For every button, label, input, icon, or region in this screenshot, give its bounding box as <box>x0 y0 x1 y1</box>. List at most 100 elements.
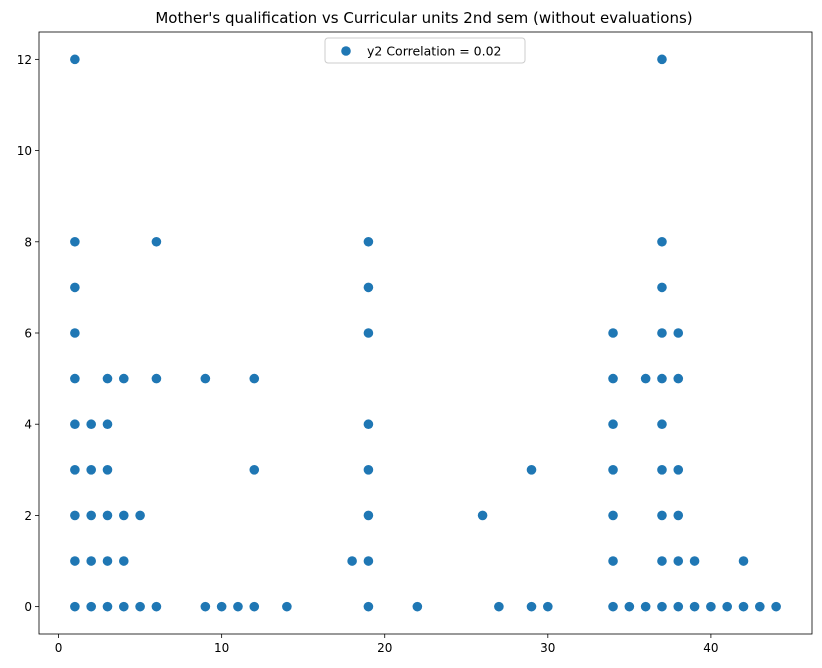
data-point <box>282 601 292 612</box>
legend-marker <box>341 46 351 56</box>
data-point <box>119 556 129 566</box>
x-tick-label: 0 <box>55 641 63 655</box>
data-point <box>657 373 667 384</box>
data-point <box>363 556 374 566</box>
data-point <box>722 601 732 612</box>
data-point <box>673 465 684 475</box>
data-point <box>151 236 162 247</box>
data-point <box>608 373 618 384</box>
data-point <box>249 601 260 612</box>
data-point <box>119 373 129 384</box>
data-point <box>70 328 80 338</box>
data-point <box>738 556 749 566</box>
data-point <box>86 601 96 612</box>
data-point <box>657 465 667 475</box>
data-point <box>363 601 374 612</box>
data-point <box>673 510 684 521</box>
data-point <box>640 601 651 612</box>
x-tick-label: 10 <box>214 641 229 655</box>
data-point <box>673 373 684 384</box>
data-point <box>689 556 700 566</box>
y-tick-label: 6 <box>24 327 32 341</box>
data-point <box>689 601 700 612</box>
x-tick-label: 20 <box>377 641 392 655</box>
data-point <box>249 373 260 384</box>
data-point <box>673 601 684 612</box>
data-point <box>200 601 211 612</box>
data-point <box>543 601 553 612</box>
data-point <box>608 510 618 521</box>
data-point <box>151 373 162 384</box>
data-point <box>151 601 162 612</box>
data-point <box>102 556 113 566</box>
data-point <box>608 419 618 430</box>
data-point <box>526 601 537 612</box>
y-tick-label: 4 <box>24 418 32 432</box>
data-point <box>526 465 537 475</box>
data-point <box>608 601 618 612</box>
data-point <box>70 510 80 521</box>
data-point <box>657 54 667 65</box>
data-point <box>494 601 504 612</box>
data-point <box>70 556 80 566</box>
data-point <box>657 328 667 338</box>
data-point <box>624 601 635 612</box>
data-point <box>657 282 667 293</box>
data-point <box>657 419 667 430</box>
data-point <box>477 510 488 521</box>
data-point <box>608 328 618 338</box>
data-point <box>119 510 129 521</box>
data-point <box>70 419 80 430</box>
data-point <box>673 328 684 338</box>
data-point <box>70 373 80 384</box>
data-point <box>200 373 211 384</box>
data-point <box>657 556 667 566</box>
data-point <box>738 601 749 612</box>
data-point <box>657 510 667 521</box>
data-point <box>363 282 374 293</box>
data-point <box>771 601 781 612</box>
y-axis: 0 2 4 6 8 10 12 <box>17 53 39 614</box>
data-point <box>657 236 667 247</box>
data-point <box>363 465 374 475</box>
data-points <box>70 54 781 612</box>
data-point <box>249 465 260 475</box>
data-point <box>70 236 80 247</box>
data-point <box>673 556 684 566</box>
data-point <box>70 465 80 475</box>
data-point <box>102 419 113 430</box>
data-point <box>216 601 227 612</box>
y-tick-label: 0 <box>24 600 32 614</box>
data-point <box>363 510 374 521</box>
data-point <box>233 601 243 612</box>
y-tick-label: 10 <box>17 144 32 158</box>
data-point <box>706 601 716 612</box>
data-point <box>86 556 96 566</box>
data-point <box>102 510 113 521</box>
data-point <box>640 373 651 384</box>
data-point <box>363 328 374 338</box>
data-point <box>755 601 765 612</box>
data-point <box>608 465 618 475</box>
data-point <box>86 510 96 521</box>
legend-box <box>324 37 526 64</box>
data-point <box>70 601 80 612</box>
data-point <box>70 282 80 293</box>
data-point <box>102 601 113 612</box>
y-tick-label: 2 <box>24 509 32 523</box>
data-point <box>363 419 374 430</box>
y-tick-label: 8 <box>24 235 32 249</box>
legend-label: y2 Correlation = 0.02 <box>367 44 502 59</box>
x-tick-label: 30 <box>540 641 555 655</box>
x-axis: 0 10 20 30 40 <box>55 634 719 655</box>
chart-title: Mother's qualification vs Curricular uni… <box>155 9 692 27</box>
data-point <box>135 510 145 521</box>
data-point <box>119 601 129 612</box>
data-point <box>657 601 667 612</box>
data-point <box>102 373 113 384</box>
data-point <box>347 556 357 566</box>
data-point <box>86 419 96 430</box>
data-point <box>135 601 145 612</box>
